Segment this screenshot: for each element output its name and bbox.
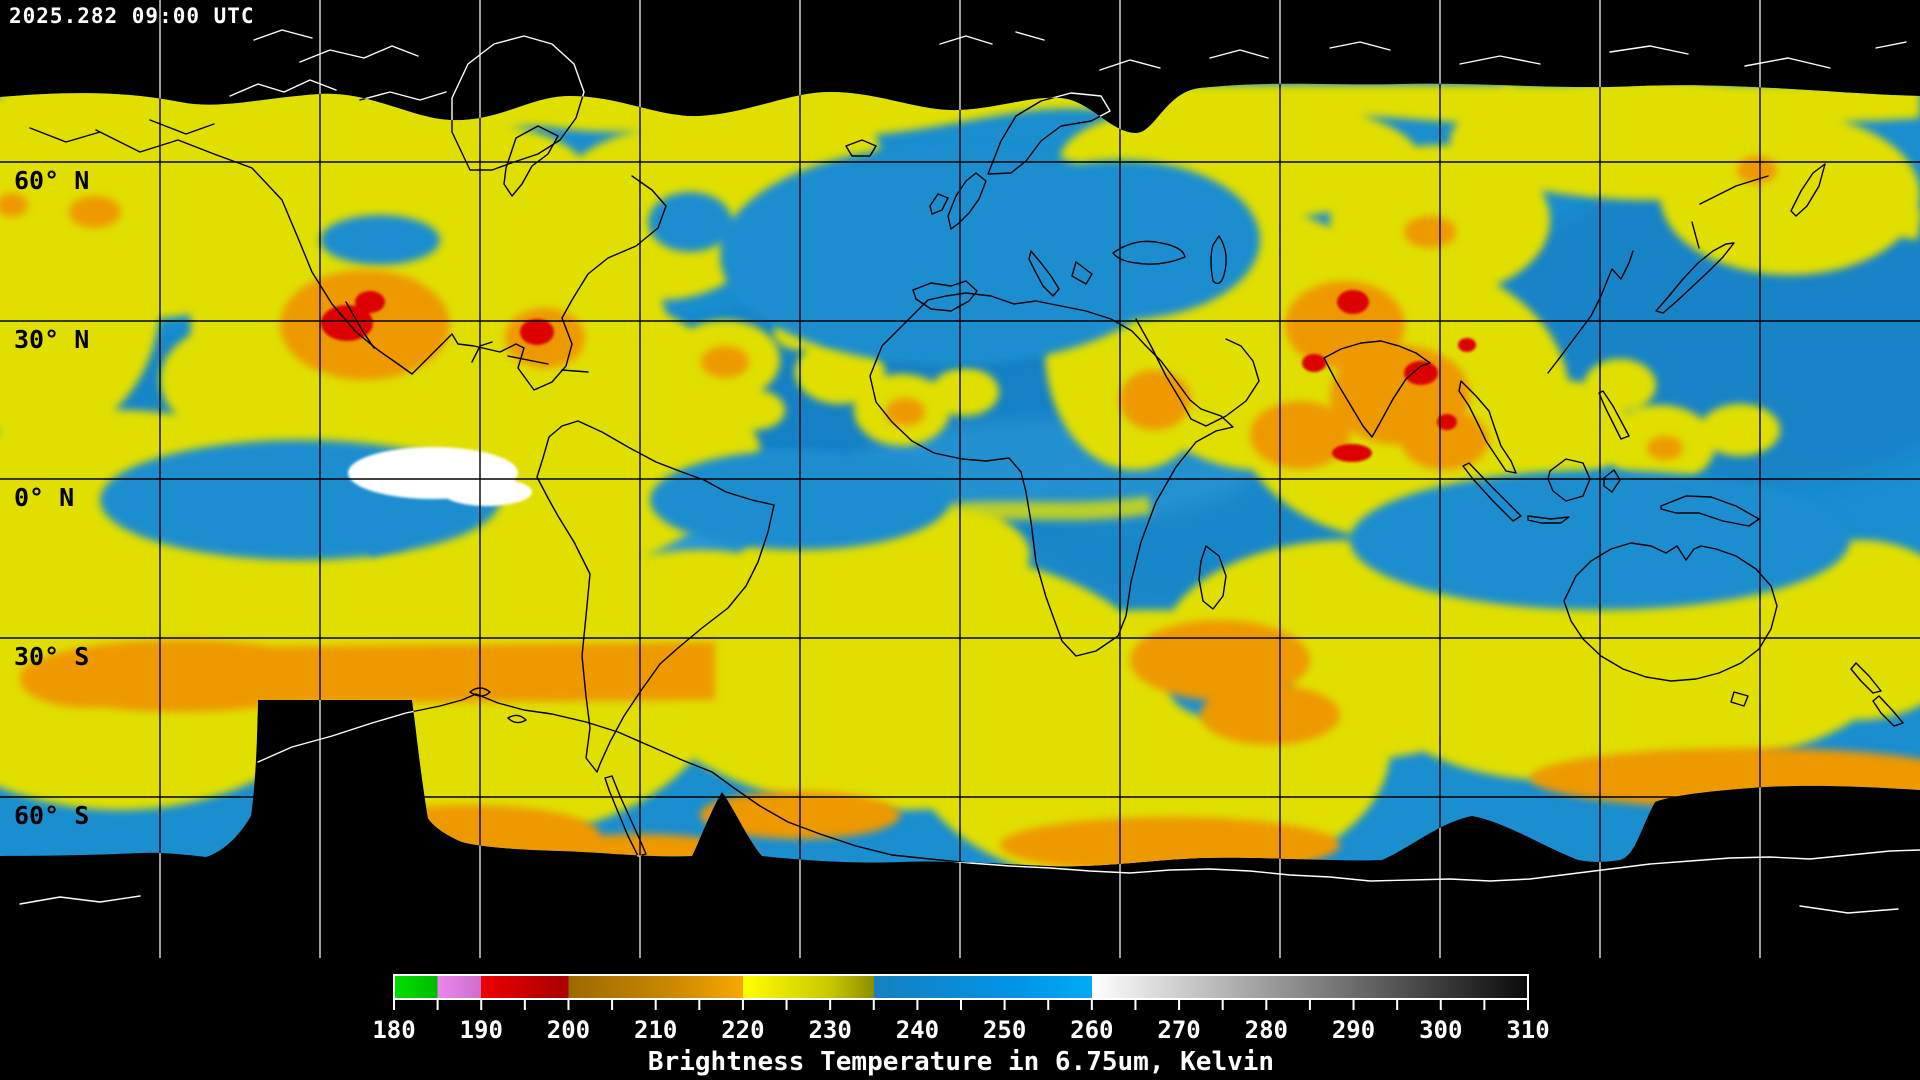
latitude-label: 60° N (14, 166, 89, 195)
colorbar-title: Brightness Temperature in 6.75um, Kelvin (648, 1047, 1274, 1077)
cold-cloud-orange (0, 156, 1920, 867)
latitude-label: 60° S (14, 801, 89, 830)
latitude-label: 0° N (14, 483, 74, 512)
colorbar-gradient-bar (393, 974, 1529, 1000)
colorbar-tick-label: 300 (1419, 1016, 1462, 1044)
colorbar-tick-labels: 180 190 200 210 220 230 240 250 260 270 280 290 300 3… (372, 1016, 1549, 1044)
colorbar-tick-label: 190 (460, 1016, 503, 1044)
coldest-cloud-red (321, 290, 1476, 462)
colorbar-tick-label: 310 (1506, 1016, 1549, 1044)
colorbar-tick-label: 250 (983, 1016, 1026, 1044)
colorbar-tick-label: 280 (1245, 1016, 1288, 1044)
timestamp-label: 2025.282 09:00 UTC (9, 4, 255, 28)
colorbar-tick-label: 260 (1070, 1016, 1113, 1044)
colorbar-tick-label: 180 (372, 1016, 415, 1044)
colorbar-tick-label: 230 (808, 1016, 851, 1044)
warmest-white-patch (348, 447, 532, 506)
colorbar-tick-label: 210 (634, 1016, 677, 1044)
colorbar-tick-label: 290 (1332, 1016, 1375, 1044)
colorbar-panel: 180 190 200 210 220 230 240 250 260 270 280 290 300 3… (372, 974, 1550, 1077)
latitude-labels: 60° N 30° N 0° N 30° S 60° S (14, 166, 89, 830)
colorbar-tick-label: 220 (721, 1016, 764, 1044)
colorbar-tick-label: 270 (1157, 1016, 1200, 1044)
water-vapor-map: 60° N 30° N 0° N 30° S 60° S (0, 0, 1920, 960)
colorbar-ticks (393, 999, 1529, 1010)
colorbar-tick-label: 240 (896, 1016, 939, 1044)
data-swath-region (0, 83, 1920, 867)
latitude-label: 30° S (14, 642, 89, 671)
colorbar-tick-label: 200 (547, 1016, 590, 1044)
latitude-label: 30° N (14, 325, 89, 354)
